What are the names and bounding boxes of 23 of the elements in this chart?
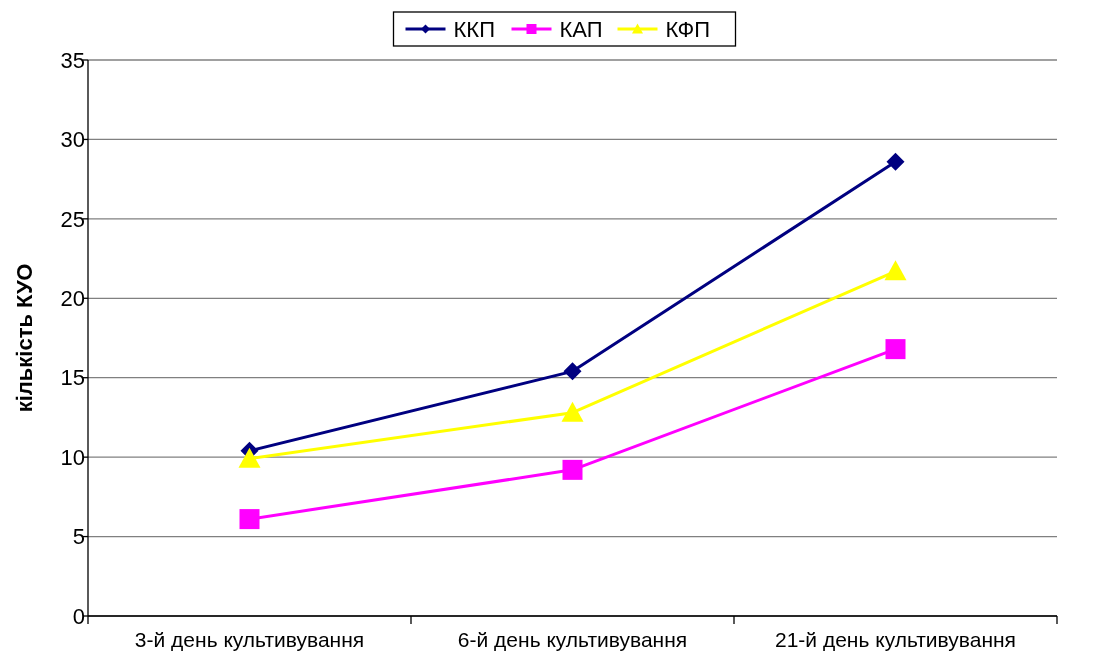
x-tick-label: 3-й день культивування — [134, 628, 365, 651]
point — [238, 447, 261, 468]
y-tick-label: 10 — [60, 444, 85, 470]
legend-label: ККП — [453, 16, 495, 42]
point — [561, 401, 584, 422]
point — [886, 152, 905, 171]
x-tick-label: 6-й день культивування — [457, 628, 688, 651]
y-tick-label: 15 — [60, 365, 85, 391]
legend-label: КАП — [559, 16, 603, 42]
y-tick-label: 0 — [72, 603, 85, 629]
point — [562, 459, 583, 480]
y-tick-label: 20 — [60, 285, 85, 311]
y-tick-label: 35 — [60, 47, 85, 73]
y-tick-label: 30 — [60, 127, 85, 153]
point — [239, 509, 260, 530]
y-tick-label: 5 — [72, 524, 85, 550]
point — [563, 362, 582, 381]
point — [884, 260, 907, 281]
y-tick-label: 25 — [60, 206, 85, 232]
y-axis-title: кількість КУО — [12, 263, 37, 413]
point — [885, 339, 906, 360]
x-tick-label: 21-й день культивування — [775, 628, 1016, 651]
legend-label: КФП — [665, 16, 711, 42]
